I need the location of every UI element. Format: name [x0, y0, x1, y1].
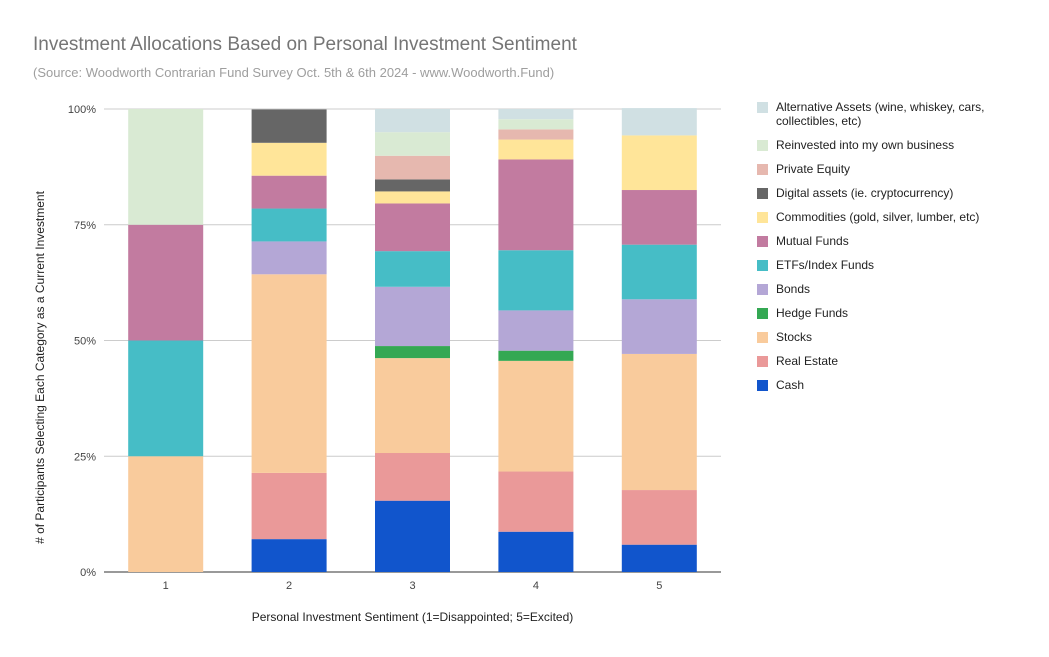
bar-segment-mutual-funds-cat-5	[621, 190, 697, 245]
bar-segment-etfs-index-funds-cat-1	[128, 340, 204, 457]
bar-segment-commodities-gold-silver-lumber-etc-cat-2	[251, 142, 327, 176]
legend-label: Stocks	[776, 330, 813, 344]
legend-item: Hedge Funds	[757, 306, 1042, 320]
bar-segment-alternative-assets-wine-whiskey-cars-collectibles-etc-cat-3	[375, 109, 450, 133]
bar-segment-bonds-cat-5	[621, 299, 697, 354]
bar-segment-bonds-cat-4	[498, 310, 574, 351]
x-tick-label: 3	[409, 580, 415, 592]
bar-segment-alternative-assets-wine-whiskey-cars-collectibles-etc-cat-5	[621, 108, 697, 136]
legend-swatch	[757, 308, 768, 319]
bar-segment-real-estate-cat-5	[621, 490, 697, 545]
legend-item: Mutual Funds	[757, 234, 1042, 248]
legend-swatch	[757, 260, 768, 271]
legend-item: Commodities (gold, silver, lumber, etc)	[757, 210, 1042, 224]
bar-segment-real-estate-cat-4	[498, 471, 574, 532]
bar-segment-cash-cat-4	[498, 531, 574, 572]
bar-segment-digital-assets-ie-cryptocurrency-cat-2	[251, 109, 327, 143]
bar-segment-cash-cat-5	[621, 544, 697, 572]
legend-label: Bonds	[776, 282, 811, 296]
legend-item: Stocks	[757, 330, 1042, 344]
x-tick-label: 1	[163, 580, 169, 592]
y-tick-label: 25%	[74, 451, 96, 463]
bar-segment-stocks-cat-2	[251, 274, 327, 473]
bar-segment-bonds-cat-3	[375, 286, 450, 347]
legend-label: Private Equity	[776, 162, 851, 176]
bar-segment-hedge-funds-cat-4	[498, 350, 574, 361]
legend-swatch	[757, 356, 768, 367]
y-tick-label: 100%	[68, 104, 96, 116]
legend-item: Bonds	[757, 282, 1042, 296]
bar-segment-mutual-funds-cat-4	[498, 159, 574, 251]
legend-swatch	[757, 236, 768, 247]
y-tick-label: 75%	[74, 220, 96, 232]
bar-segment-alternative-assets-wine-whiskey-cars-collectibles-etc-cat-4	[498, 109, 574, 120]
legend-label: Commodities (gold, silver, lumber, etc)	[776, 210, 980, 224]
legend-swatch	[757, 380, 768, 391]
bar-segment-real-estate-cat-3	[375, 453, 450, 501]
x-tick-label: 4	[533, 580, 539, 592]
legend-label: Hedge Funds	[776, 306, 849, 320]
bar-segment-stocks-cat-4	[498, 360, 574, 472]
x-tick-label: 2	[286, 580, 292, 592]
legend-swatch	[757, 284, 768, 295]
bar-segment-stocks-cat-3	[375, 358, 450, 454]
bar-segment-mutual-funds-cat-1	[128, 224, 204, 341]
legend-item: Digital assets (ie. cryptocurrency)	[757, 186, 1042, 200]
bar-segment-reinvested-into-my-own-business-cat-1	[128, 109, 204, 225]
bar-segment-etfs-index-funds-cat-3	[375, 251, 450, 287]
y-tick-label: 50%	[74, 336, 96, 348]
bar-segment-mutual-funds-cat-3	[375, 203, 450, 252]
bar-segment-cash-cat-2	[251, 539, 327, 572]
legend-item: Cash	[757, 378, 1042, 392]
legend-label: Alternative Assets (wine, whiskey, cars,…	[776, 100, 985, 128]
legend-label: Cash	[776, 378, 805, 392]
chart-subtitle: (Source: Woodworth Contrarian Fund Surve…	[33, 65, 555, 80]
bar-segment-etfs-index-funds-cat-4	[498, 250, 574, 311]
bar-segment-etfs-index-funds-cat-5	[621, 244, 697, 300]
bar-segment-hedge-funds-cat-3	[375, 346, 450, 359]
chart-title: Investment Allocations Based on Personal…	[33, 34, 577, 55]
bar-segment-commodities-gold-silver-lumber-etc-cat-4	[498, 139, 574, 160]
legend-swatch	[757, 212, 768, 223]
legend-label: ETFs/Index Funds	[776, 258, 875, 272]
bar-segment-reinvested-into-my-own-business-cat-3	[375, 132, 450, 156]
legend-item: Real Estate	[757, 354, 1042, 368]
bar-segment-stocks-cat-1	[128, 456, 204, 572]
legend-swatch	[757, 102, 768, 113]
legend-item: Reinvested into my own business	[757, 138, 1042, 152]
legend-swatch	[757, 140, 768, 151]
bar-segment-etfs-index-funds-cat-2	[251, 208, 327, 242]
bar-segment-commodities-gold-silver-lumber-etc-cat-5	[621, 135, 697, 191]
bar-segment-private-equity-cat-4	[498, 129, 574, 140]
x-axis-title: Personal Investment Sentiment (1=Disappo…	[252, 610, 574, 624]
legend-item: ETFs/Index Funds	[757, 258, 1042, 272]
y-tick-label: 0%	[80, 567, 96, 579]
bar-segment-bonds-cat-2	[251, 241, 327, 275]
bar-segment-reinvested-into-my-own-business-cat-4	[498, 119, 574, 130]
legend-swatch	[757, 164, 768, 175]
legend-item: Private Equity	[757, 162, 1042, 176]
bar-segment-digital-assets-ie-cryptocurrency-cat-3	[375, 179, 450, 192]
legend-swatch	[757, 332, 768, 343]
legend-label: Mutual Funds	[776, 234, 849, 248]
bar-segment-commodities-gold-silver-lumber-etc-cat-3	[375, 191, 450, 204]
legend-label: Digital assets (ie. cryptocurrency)	[776, 186, 954, 200]
legend-label: Real Estate	[776, 354, 839, 368]
y-axis-title: # of Participants Selecting Each Categor…	[33, 190, 47, 544]
x-tick-label: 5	[656, 580, 662, 592]
bar-segment-mutual-funds-cat-2	[251, 175, 327, 209]
bar-segment-cash-cat-3	[375, 500, 450, 572]
legend-swatch	[757, 188, 768, 199]
legend-item: Alternative Assets (wine, whiskey, cars,…	[757, 100, 1042, 128]
bar-segment-real-estate-cat-2	[251, 472, 327, 540]
bar-segment-private-equity-cat-3	[375, 155, 450, 180]
legend-label: Reinvested into my own business	[776, 138, 955, 152]
bar-segment-stocks-cat-5	[621, 353, 697, 491]
chart-legend: Alternative Assets (wine, whiskey, cars,…	[757, 100, 1042, 402]
